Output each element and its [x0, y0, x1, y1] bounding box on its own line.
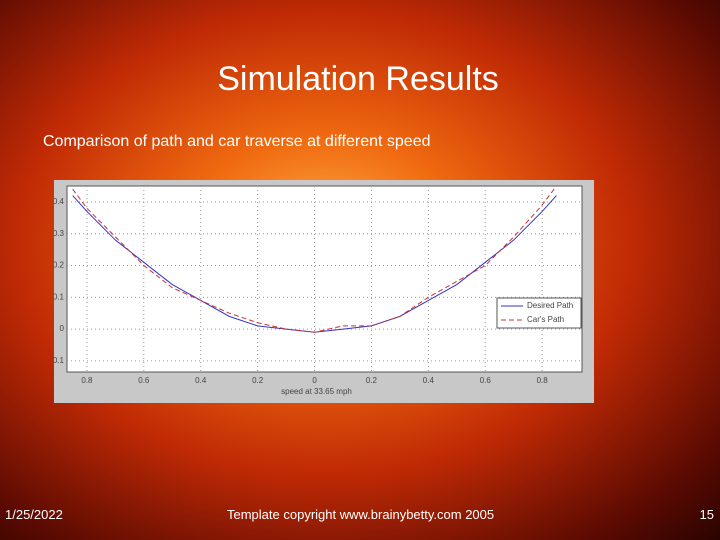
x-tick-label: 0.8	[81, 376, 93, 385]
x-tick-label: 0.4	[423, 376, 435, 385]
subtitle: Comparison of path and car traverse at d…	[43, 133, 431, 150]
y-tick-label: 0.3	[54, 229, 65, 238]
y-tick-label: -0.1	[54, 356, 65, 365]
y-tick-label: 0.2	[54, 261, 65, 270]
slide-title: Simulation Results	[217, 60, 499, 98]
copyright: Template copyright www.brainybetty.com 2…	[227, 507, 495, 522]
x-tick-label: 0.6	[480, 376, 492, 385]
legend-box	[496, 297, 582, 329]
x-tick-label: 0.2	[252, 376, 264, 385]
x-tick-label: 0.4	[195, 376, 207, 385]
x-tick-label: 0.8	[537, 376, 549, 385]
date: 1/25/2022	[5, 507, 63, 522]
chart: 0.8 0.6 0.4 0.2 0 0.2 0.4 0.6 0.8 -0.1 0 0.1 0.2 0.3 0…	[54, 180, 594, 403]
y-tick-label: 0	[60, 324, 65, 333]
x-axis-label: speed at 33.65 mph	[281, 387, 352, 396]
page-number: 15	[699, 507, 714, 522]
x-tick-label: 0.2	[366, 376, 378, 385]
series-line	[72, 185, 557, 333]
y-tick-label: 0.4	[54, 197, 65, 206]
x-tick-label: 0	[312, 376, 317, 385]
legend-label: Car's Path	[527, 315, 564, 324]
x-tick-label: 0.6	[138, 376, 150, 385]
y-tick-label: 0.1	[54, 292, 65, 301]
plot-area	[66, 185, 583, 373]
legend-label: Desired Path	[527, 301, 573, 310]
